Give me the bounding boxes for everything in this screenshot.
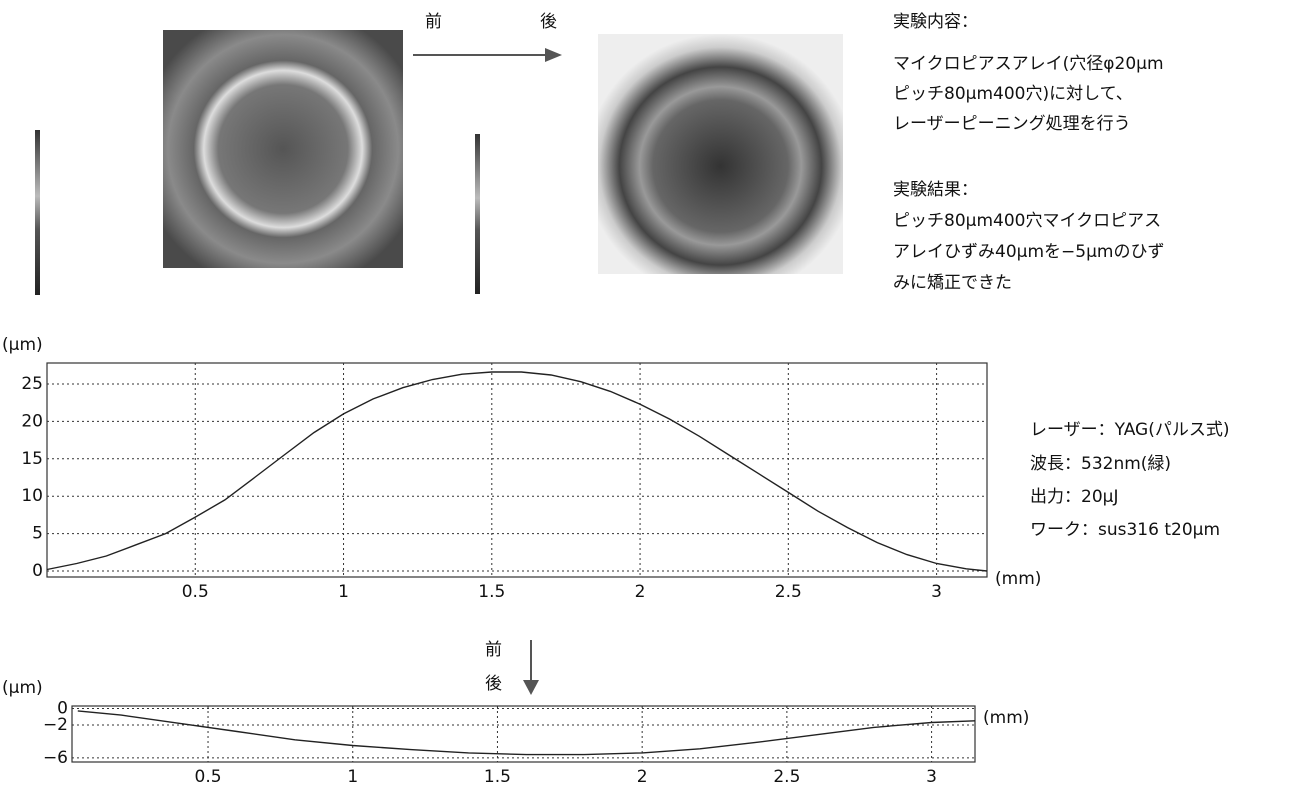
data-line: [47, 372, 987, 571]
x-tick-label: 2.5: [773, 767, 800, 787]
x-tick-label: 1.5: [484, 767, 511, 787]
page: 前 後 前 後 実験内容： マイクロピアスアレイ(穴径φ20μm ピッチ80μm…: [0, 0, 1304, 790]
y-tick-label: 5: [32, 524, 43, 544]
colorbar: [35, 130, 40, 295]
y-tick-label: 20: [21, 411, 43, 431]
colorbar: [475, 134, 480, 294]
text-line: ピッチ80μm400穴マイクロピアス: [893, 211, 1161, 231]
heading: 実験結果：: [893, 180, 978, 200]
arrow-label: 後: [485, 674, 502, 694]
arrow-head: [545, 48, 562, 62]
y-tick-label: 0: [32, 561, 43, 581]
after-image: [598, 34, 843, 274]
heading: 実験内容：: [893, 12, 978, 32]
spec-line: ワーク：sus316 t20μm: [1030, 520, 1220, 540]
y-tick-label: 15: [21, 449, 43, 469]
y-axis-label: (μm): [2, 678, 43, 698]
x-tick-label: 0.5: [182, 582, 209, 602]
arrow-head: [523, 680, 539, 695]
spec-line: 出力：20μJ: [1030, 487, 1118, 507]
x-tick-label: 0.5: [195, 767, 222, 787]
y-tick-label: 25: [21, 374, 43, 394]
text-line: ピッチ80μm400穴)に対して、: [893, 84, 1133, 104]
x-tick-label: 3: [926, 767, 937, 787]
x-tick-label: 1: [347, 767, 358, 787]
spec-line: 波長：532nm(緑): [1030, 454, 1171, 474]
text-line: マイクロピアスアレイ(穴径φ20μm: [893, 54, 1164, 74]
plot-frame: [72, 706, 975, 762]
spec-line: レーザー：YAG(パルス式): [1030, 420, 1230, 440]
x-tick-label: 1.5: [478, 582, 505, 602]
x-axis-label: (mm): [983, 708, 1029, 728]
arrow-label: 後: [540, 12, 557, 32]
y-tick-label: 10: [21, 486, 43, 506]
y-tick-label: −2: [43, 715, 68, 735]
x-tick-label: 2.5: [775, 582, 802, 602]
text-line: みに矯正できた: [893, 273, 1012, 293]
y-axis-label: (μm): [2, 335, 43, 355]
x-axis-label: (mm): [995, 569, 1041, 589]
x-tick-label: 2: [635, 582, 646, 602]
arrow-label: 前: [485, 640, 502, 660]
y-tick-label: −6: [43, 748, 68, 768]
data-line: [78, 711, 975, 755]
x-tick-label: 1: [338, 582, 349, 602]
arrow-label: 前: [425, 12, 442, 32]
text-line: アレイひずみ40μmを−5μmのひず: [893, 242, 1164, 262]
plot-frame: [47, 363, 987, 577]
x-tick-label: 2: [637, 767, 648, 787]
text-line: レーザーピーニング処理を行う: [893, 114, 1131, 134]
before-image: [163, 30, 403, 268]
x-tick-label: 3: [931, 582, 942, 602]
